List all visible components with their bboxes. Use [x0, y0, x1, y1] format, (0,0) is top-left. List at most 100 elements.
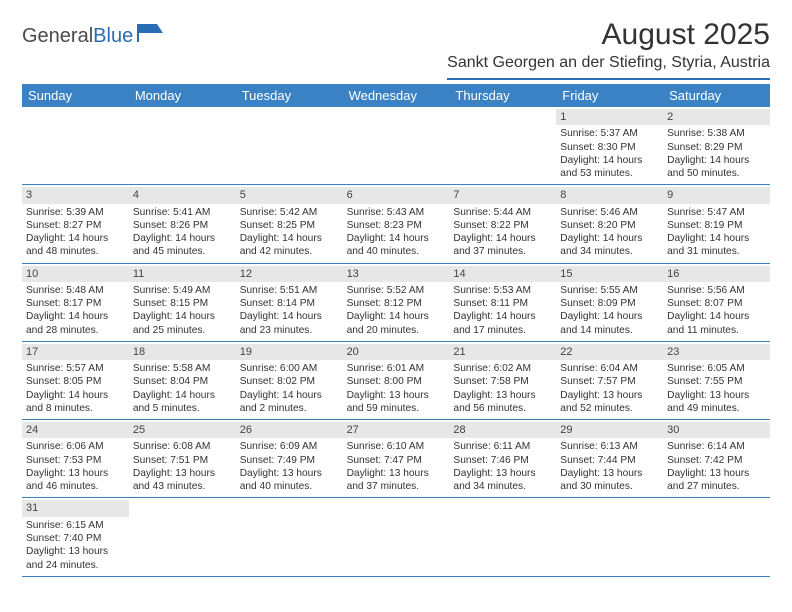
day-number: 2	[663, 109, 770, 125]
day-cell: 5Sunrise: 5:42 AMSunset: 8:25 PMDaylight…	[236, 185, 343, 262]
day-cell: 26 Sunrise: 6:09 AMSunset: 7:49 PMDayligh…	[236, 420, 343, 497]
day-cell	[449, 498, 556, 575]
day-cell: 20Sunrise: 6:01 AMSunset: 8:00 PMDayligh…	[343, 342, 450, 419]
day-sunset: Sunset: 8:02 PM	[240, 375, 339, 388]
day-number: 14	[449, 266, 556, 282]
day-daylight: Daylight: 14 hours and 8 minutes.	[26, 389, 125, 416]
day-daylight: Daylight: 13 hours and 49 minutes.	[667, 389, 766, 416]
day-sunrise: Sunrise: 6:08 AM	[133, 440, 232, 453]
day-daylight: Daylight: 13 hours and 43 minutes.	[133, 467, 232, 494]
day-number: 21	[449, 344, 556, 360]
weekday-label: Friday	[556, 84, 663, 107]
day-sunset: Sunset: 8:27 PM	[26, 219, 125, 232]
day-number: 26	[236, 422, 343, 438]
day-sunrise: Sunrise: 6:15 AM	[26, 519, 125, 532]
week-row: 17Sunrise: 5:57 AMSunset: 8:05 PMDayligh…	[22, 342, 770, 420]
day-cell: 3Sunrise: 5:39 AMSunset: 8:27 PMDaylight…	[22, 185, 129, 262]
day-number	[343, 500, 450, 516]
day-number: 25	[129, 422, 236, 438]
weekday-header: SundayMondayTuesdayWednesdayThursdayFrid…	[22, 84, 770, 107]
day-cell: 14Sunrise: 5:53 AMSunset: 8:11 PMDayligh…	[449, 264, 556, 341]
day-number: 4	[129, 187, 236, 203]
day-daylight: Daylight: 14 hours and 28 minutes.	[26, 310, 125, 337]
day-daylight: Daylight: 13 hours and 27 minutes.	[667, 467, 766, 494]
day-cell: 12Sunrise: 5:51 AMSunset: 8:14 PMDayligh…	[236, 264, 343, 341]
day-number: 27	[343, 422, 450, 438]
day-sunset: Sunset: 8:07 PM	[667, 297, 766, 310]
day-number	[343, 109, 450, 125]
day-daylight: Daylight: 14 hours and 17 minutes.	[453, 310, 552, 337]
day-sunrise: Sunrise: 5:55 AM	[560, 284, 659, 297]
day-daylight: Daylight: 14 hours and 34 minutes.	[560, 232, 659, 259]
week-row: 24Sunrise: 6:06 AMSunset: 7:53 PMDayligh…	[22, 420, 770, 498]
day-number: 9	[663, 187, 770, 203]
day-daylight: Daylight: 13 hours and 34 minutes.	[453, 467, 552, 494]
day-cell	[236, 107, 343, 184]
day-daylight: Daylight: 13 hours and 40 minutes.	[240, 467, 339, 494]
day-sunrise: Sunrise: 5:46 AM	[560, 206, 659, 219]
day-daylight: Daylight: 14 hours and 45 minutes.	[133, 232, 232, 259]
day-number	[556, 500, 663, 516]
day-sunset: Sunset: 8:23 PM	[347, 219, 446, 232]
day-sunset: Sunset: 8:15 PM	[133, 297, 232, 310]
day-number: 16	[663, 266, 770, 282]
day-cell: 22Sunrise: 6:04 AMSunset: 7:57 PMDayligh…	[556, 342, 663, 419]
day-cell: 19Sunrise: 6:00 AMSunset: 8:02 PMDayligh…	[236, 342, 343, 419]
day-sunset: Sunset: 8:05 PM	[26, 375, 125, 388]
day-sunrise: Sunrise: 6:09 AM	[240, 440, 339, 453]
day-sunrise: Sunrise: 6:00 AM	[240, 362, 339, 375]
day-cell: 24Sunrise: 6:06 AMSunset: 7:53 PMDayligh…	[22, 420, 129, 497]
weekday-label: Thursday	[449, 84, 556, 107]
day-cell: 30Sunrise: 6:14 AMSunset: 7:42 PMDayligh…	[663, 420, 770, 497]
logo-text-1: General	[22, 25, 93, 48]
day-daylight: Daylight: 13 hours and 56 minutes.	[453, 389, 552, 416]
day-daylight: Daylight: 14 hours and 5 minutes.	[133, 389, 232, 416]
day-cell	[129, 107, 236, 184]
day-daylight: Daylight: 14 hours and 25 minutes.	[133, 310, 232, 337]
weekday-label: Sunday	[22, 84, 129, 107]
day-cell: 28Sunrise: 6:11 AMSunset: 7:46 PMDayligh…	[449, 420, 556, 497]
day-cell: 11 Sunrise: 5:49 AMSunset: 8:15 PMDayligh…	[129, 264, 236, 341]
day-sunset: Sunset: 8:20 PM	[560, 219, 659, 232]
day-number	[129, 109, 236, 125]
day-number	[449, 500, 556, 516]
day-number	[236, 500, 343, 516]
day-daylight: Daylight: 14 hours and 50 minutes.	[667, 154, 766, 181]
day-number: 11	[129, 266, 236, 282]
day-cell: 25Sunrise: 6:08 AMSunset: 7:51 PMDayligh…	[129, 420, 236, 497]
day-sunrise: Sunrise: 5:49 AM	[133, 284, 232, 297]
day-sunrise: Sunrise: 6:13 AM	[560, 440, 659, 453]
day-cell: 9Sunrise: 5:47 AMSunset: 8:19 PMDaylight…	[663, 185, 770, 262]
day-daylight: Daylight: 13 hours and 30 minutes.	[560, 467, 659, 494]
day-cell: 17Sunrise: 5:57 AMSunset: 8:05 PMDayligh…	[22, 342, 129, 419]
day-number: 23	[663, 344, 770, 360]
day-number: 6	[343, 187, 450, 203]
day-number	[663, 500, 770, 516]
day-sunrise: Sunrise: 6:11 AM	[453, 440, 552, 453]
day-daylight: Daylight: 14 hours and 42 minutes.	[240, 232, 339, 259]
day-number: 15	[556, 266, 663, 282]
day-sunset: Sunset: 7:46 PM	[453, 454, 552, 467]
day-sunset: Sunset: 7:53 PM	[26, 454, 125, 467]
day-sunrise: Sunrise: 6:01 AM	[347, 362, 446, 375]
day-number: 24	[22, 422, 129, 438]
day-sunrise: Sunrise: 5:48 AM	[26, 284, 125, 297]
day-cell: 4Sunrise: 5:41 AMSunset: 8:26 PMDaylight…	[129, 185, 236, 262]
day-sunset: Sunset: 7:49 PM	[240, 454, 339, 467]
weekday-label: Wednesday	[343, 84, 450, 107]
day-daylight: Daylight: 14 hours and 31 minutes.	[667, 232, 766, 259]
day-sunset: Sunset: 8:09 PM	[560, 297, 659, 310]
day-sunset: Sunset: 8:17 PM	[26, 297, 125, 310]
day-cell: 2Sunrise: 5:38 AMSunset: 8:29 PMDaylight…	[663, 107, 770, 184]
day-daylight: Daylight: 14 hours and 23 minutes.	[240, 310, 339, 337]
day-cell: 16Sunrise: 5:56 AMSunset: 8:07 PMDayligh…	[663, 264, 770, 341]
day-daylight: Daylight: 13 hours and 52 minutes.	[560, 389, 659, 416]
day-number: 18	[129, 344, 236, 360]
day-sunrise: Sunrise: 6:14 AM	[667, 440, 766, 453]
day-daylight: Daylight: 14 hours and 20 minutes.	[347, 310, 446, 337]
day-sunrise: Sunrise: 5:51 AM	[240, 284, 339, 297]
weekday-label: Saturday	[663, 84, 770, 107]
day-sunset: Sunset: 7:55 PM	[667, 375, 766, 388]
day-sunset: Sunset: 8:19 PM	[667, 219, 766, 232]
day-sunrise: Sunrise: 5:42 AM	[240, 206, 339, 219]
